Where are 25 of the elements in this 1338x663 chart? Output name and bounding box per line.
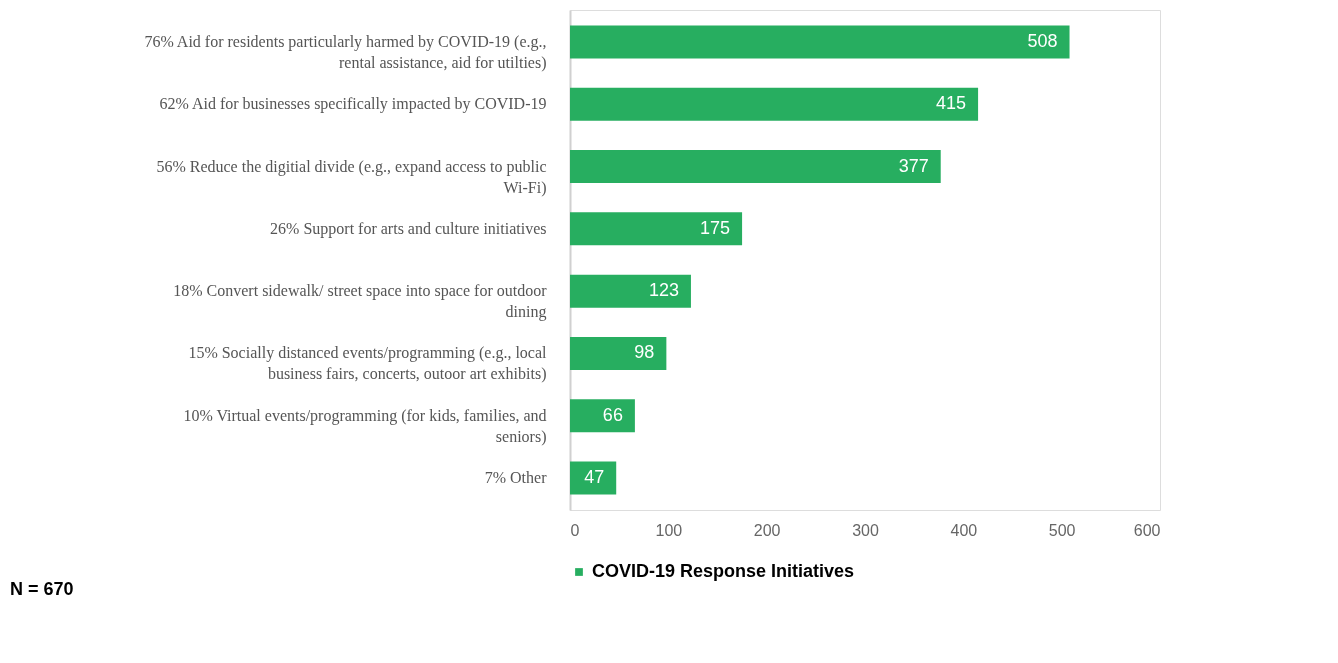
y-tick-label: 7% Other	[484, 468, 548, 486]
x-tick-label: 0	[570, 521, 580, 539]
data-label: 66	[602, 404, 623, 425]
legend-label: COVID-19 Response Initiatives	[592, 561, 855, 581]
x-tick-label: 100	[655, 521, 683, 539]
data-label: 415	[936, 93, 967, 114]
y-tick-label: 62% Aid for businesses specifically impacted by COVID-19	[159, 95, 547, 114]
x-tick-label: 300	[852, 521, 879, 539]
y-tick-label: 26% Support for arts and culture initiatives	[270, 219, 547, 238]
x-tick-label: 200	[753, 521, 781, 539]
data-label: 175	[700, 217, 731, 238]
text: N = 670	[10, 579, 74, 599]
y-tick-label: 76% Aid for residents particularly harmed by COVID-19 (e.g., rental assistance, aid for utilties)	[144, 33, 547, 73]
x-tick-label: 400	[950, 521, 978, 539]
y-tick-label: 10% Virtual events/programming (for kids, families, and seniors)	[183, 406, 547, 446]
y-tick-label: 56% Reduce the digitial divide (e.g., expand access to public Wi-Fi)	[156, 157, 547, 197]
data-label: 377	[898, 155, 929, 176]
data-label: 98	[634, 342, 655, 363]
x-tick-label: 500	[1048, 521, 1076, 539]
data-label: 508	[1027, 31, 1058, 52]
data-label: 47	[584, 466, 605, 487]
y-tick-label: 18% Convert sidewalk/ street space into space for outdoor dining	[173, 282, 548, 322]
data-label: 123	[648, 280, 679, 301]
x-tick-label: 600	[1133, 521, 1161, 539]
y-tick-label: 15% Socially distanced events/programming (e.g., local business fairs, concerts, outoor art exhibits)	[188, 344, 548, 384]
